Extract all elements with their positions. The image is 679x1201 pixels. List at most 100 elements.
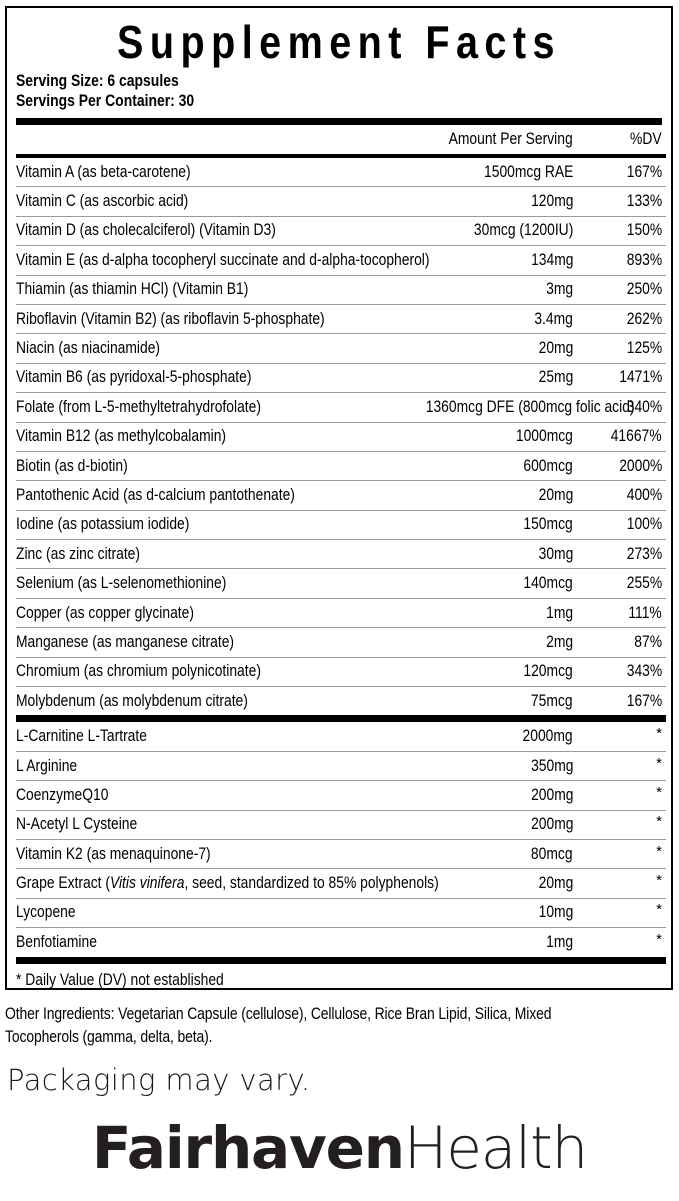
row-separator [16, 597, 666, 599]
brand-logo: FairhavenHealth [0, 1115, 679, 1181]
other-ingredients-block: Other Ingredients: Vegetarian Capsule (c… [5, 1003, 665, 1049]
nutrient-name: Vitamin B12 (as methylcobalamin) [16, 427, 227, 446]
table-row: Zinc (as zinc citrate) 30mg 273% [16, 540, 666, 568]
row-separator [16, 868, 666, 870]
table-row: Biotin (as d-biotin) 600mcg 2000% [16, 452, 666, 480]
nutrient-name: Lycopene [16, 903, 76, 922]
row-separator-cell [16, 215, 666, 217]
row-separator-cell [16, 838, 666, 840]
row-separator [16, 509, 666, 511]
nutrient-amount: 1mg [546, 603, 573, 622]
nutrient-amount: 120mcg [523, 662, 573, 681]
nutrient-amount: 150mcg [523, 515, 573, 534]
table-row: Chromium (as chromium polynicotinate) 120… [16, 658, 666, 686]
nutrient-daily-value: * [582, 781, 666, 809]
nutrient-name: Benfotiamine [16, 932, 97, 951]
nutrient-name: Selenium (as L-selenomethionine) [16, 574, 227, 593]
row-separator [16, 480, 666, 482]
nutrient-daily-value: 167% [626, 162, 662, 181]
nutrient-name: Iodine (as potassium iodide) [16, 515, 190, 534]
asterisk-marker: * [656, 725, 662, 743]
nutrient-daily-value: 87% [634, 632, 662, 651]
nutrient-amount: 3.4mg [534, 309, 573, 328]
table-row: Vitamin D (as cholecalciferol) (Vitamin … [16, 217, 666, 245]
row-separator [16, 809, 666, 811]
table-row: Folate (from L-5-methyltetrahydrofolate)… [16, 393, 666, 421]
nutrient-name: Manganese (as manganese citrate) [16, 632, 235, 651]
column-header-dv: %DV [630, 130, 662, 148]
nutrient-name: N-Acetyl L Cysteine [16, 815, 138, 834]
table-row: Lycopene 10mg * [16, 899, 666, 927]
nutrient-daily-value: 250% [626, 280, 662, 299]
nutrient-name: Folate (from L-5-methyltetrahydrofolate) [16, 397, 261, 416]
table-row: Copper (as copper glycinate) 1mg 111% [16, 599, 666, 627]
row-separator-cell [16, 421, 666, 423]
nutrient-daily-value: * [582, 811, 666, 839]
table-row: Molybdenum (as molybdenum citrate) 75mcg 1… [16, 687, 666, 715]
table-row: Selenium (as L-selenomethionine) 140mcg 25… [16, 569, 666, 597]
row-separator [16, 362, 666, 364]
section-divider [16, 715, 666, 723]
nutrient-daily-value: 400% [626, 485, 662, 504]
nutrient-name: Thiamin (as thiamin HCl) (Vitamin B1) [16, 280, 249, 299]
row-separator [16, 897, 666, 899]
nutrient-name: Vitamin E (as d-alpha tocopheryl succina… [16, 250, 430, 269]
nutrient-amount: 25mg [538, 368, 573, 387]
nutrient-daily-value: 41667% [611, 427, 662, 446]
nutrient-daily-value: * [582, 752, 666, 780]
nutrient-name: Vitamin B6 (as pyridoxal-5-phosphate) [16, 368, 252, 387]
row-separator [16, 274, 666, 276]
row-separator [16, 927, 666, 929]
table-header-row: Amount Per Serving %DV [16, 125, 666, 154]
nutrient-amount: 200mg [530, 815, 573, 834]
nutrient-amount: 20mg [538, 874, 573, 893]
nutrient-name: Grape Extract (Vitis vinifera, seed, sta… [16, 874, 439, 893]
table-row: Pantothenic Acid (as d-calcium pantothen… [16, 481, 666, 509]
nutrient-daily-value: 340% [626, 397, 662, 416]
row-separator [16, 656, 666, 658]
row-separator-cell [16, 780, 666, 782]
nutrient-amount: 2000mg [522, 727, 573, 746]
nutrient-amount: 134mg [530, 250, 573, 269]
nutrient-name: Vitamin C (as ascorbic acid) [16, 192, 189, 211]
nutrient-name: Zinc (as zinc citrate) [16, 544, 141, 563]
table-row: Grape Extract (Vitis vinifera, seed, sta… [16, 869, 666, 897]
header-divider-thick [16, 118, 662, 125]
nutrient-daily-value: 133% [626, 192, 662, 211]
nutrient-daily-value: 255% [626, 574, 662, 593]
nutrient-amount: 1000mcg [515, 427, 573, 446]
row-separator-cell [16, 539, 666, 541]
column-header-nutrient [16, 125, 386, 154]
row-separator-cell [16, 656, 666, 658]
page-title: Supplement Facts [117, 16, 561, 68]
table-row: CoenzymeQ10 200mg * [16, 781, 666, 809]
table-row: Vitamin B12 (as methylcobalamin) 1000mcg 4… [16, 423, 666, 451]
row-separator-cell [16, 303, 666, 305]
table-row: Vitamin A (as beta-carotene) 1500mcg RAE 1… [16, 158, 666, 186]
table-row: N-Acetyl L Cysteine 200mg * [16, 811, 666, 839]
row-separator-cell [16, 274, 666, 276]
supplement-facts-panel: Supplement Facts Serving Size: 6 capsule… [5, 6, 673, 990]
brand-logo-bold: Fairhaven [91, 1114, 405, 1182]
row-separator-cell [16, 897, 666, 899]
row-separator-cell [16, 597, 666, 599]
nutrient-name: Molybdenum (as molybdenum citrate) [16, 691, 248, 710]
asterisk-marker: * [656, 783, 662, 801]
column-header-amount: Amount Per Serving [448, 130, 573, 148]
nutrient-daily-value: * [582, 899, 666, 927]
row-separator [16, 215, 666, 217]
table-row: Vitamin B6 (as pyridoxal-5-phosphate) 25m… [16, 364, 666, 392]
row-separator [16, 838, 666, 840]
nutrient-amount: 200mg [530, 785, 573, 804]
row-separator [16, 539, 666, 541]
nutrient-amount: 10mg [538, 903, 573, 922]
header-rule-cell [16, 154, 666, 158]
row-separator [16, 568, 666, 570]
nutrient-amount: 75mcg [531, 691, 573, 710]
nutrient-name: L-Carnitine L-Tartrate [16, 727, 147, 746]
row-separator-cell [16, 509, 666, 511]
row-separator [16, 780, 666, 782]
nutrient-amount: 3mg [546, 280, 573, 299]
row-separator [16, 750, 666, 752]
row-separator-cell [16, 627, 666, 629]
